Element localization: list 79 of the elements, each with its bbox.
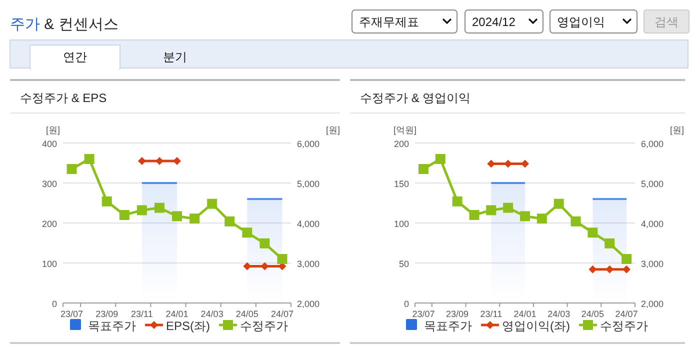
y-tick-label: 400 <box>42 139 57 149</box>
point <box>224 216 235 226</box>
point <box>119 210 130 220</box>
chart-title: 수정주가 & 영업이익 <box>360 91 471 105</box>
y-tick-label: 0 <box>52 299 57 309</box>
x-tick-label: 23/09 <box>96 309 118 319</box>
chart-title: 수정주가 & EPS <box>20 91 107 105</box>
y2-tick-label: 5,000 <box>297 179 320 189</box>
point <box>190 214 200 224</box>
point <box>604 238 615 248</box>
y2-tick-label: 3,000 <box>641 259 664 269</box>
x-tick-label: 23/11 <box>480 309 502 319</box>
point <box>570 216 581 226</box>
point <box>102 196 112 206</box>
x-tick-label: 23/07 <box>412 309 435 319</box>
legend-label: 수정주가 <box>600 319 648 333</box>
point <box>486 205 496 216</box>
y-tick-label: 100 <box>394 219 409 229</box>
text: 2024/12 <box>472 15 516 29</box>
x-tick-label: 23/11 <box>130 309 153 319</box>
point <box>84 154 94 164</box>
point <box>554 198 564 209</box>
point <box>588 228 598 238</box>
y2-axis-title: [원] <box>670 125 684 135</box>
text: 분기 <box>163 50 187 64</box>
y2-tick-label: 2,000 <box>297 299 320 309</box>
text: 검색 <box>654 15 678 29</box>
y-tick-label: 200 <box>42 219 57 229</box>
point <box>622 254 632 264</box>
text: 영업이익 <box>557 15 605 29</box>
legend-label: 수정주가 <box>240 319 288 333</box>
point <box>260 238 270 248</box>
point <box>277 254 288 264</box>
x-tick-label: 24/01 <box>166 309 188 319</box>
y-axis-title: [원] <box>46 125 60 135</box>
y2-tick-label: 3,000 <box>297 259 320 269</box>
y2-tick-label: 2,000 <box>641 299 664 309</box>
y-axis-title: [억원] <box>393 125 417 135</box>
text: 주가 & 컨센서스 <box>10 16 118 33</box>
point <box>207 198 218 209</box>
x-tick-label: 24/05 <box>581 309 604 319</box>
y-tick-label: 50 <box>398 259 409 269</box>
point <box>154 202 164 213</box>
point <box>136 205 147 216</box>
text: 연간 <box>63 50 87 64</box>
point <box>469 210 480 220</box>
y2-tick-label: 5,000 <box>641 179 664 189</box>
legend-label: EPS(좌) <box>166 319 210 333</box>
point <box>418 164 428 174</box>
point <box>536 214 547 224</box>
point <box>242 228 252 238</box>
legend-label: 영업이익(좌) <box>502 319 570 333</box>
x-tick-label: 24/03 <box>548 309 570 319</box>
point <box>520 211 530 222</box>
x-tick-label: 24/07 <box>615 309 638 319</box>
point <box>435 154 446 164</box>
y2-tick-label: 6,000 <box>641 139 664 149</box>
point <box>66 164 77 174</box>
x-tick-label: 23/09 <box>446 309 469 319</box>
point <box>503 202 514 213</box>
x-tick-label: 24/03 <box>200 309 224 319</box>
x-tick-label: 24/07 <box>270 309 294 319</box>
y2-axis-title: [원] <box>326 125 340 135</box>
text: 주재무제표 <box>359 15 419 29</box>
y2-tick-label: 6,000 <box>297 139 320 149</box>
y2-tick-label: 4,000 <box>297 219 320 229</box>
y-tick-label: 200 <box>394 139 409 149</box>
y-tick-label: 0 <box>404 299 409 309</box>
y-tick-label: 100 <box>42 259 57 269</box>
x-tick-label: 24/01 <box>514 309 536 319</box>
y-tick-label: 300 <box>42 179 57 189</box>
point <box>172 211 182 222</box>
y2-tick-label: 4,000 <box>641 219 664 229</box>
point <box>452 196 462 206</box>
legend-label: 목표주가 <box>424 319 472 333</box>
x-tick-label: 24/05 <box>236 309 258 319</box>
legend-label: 목표주가 <box>88 319 136 333</box>
x-tick-label: 23/07 <box>60 309 84 319</box>
y-tick-label: 150 <box>394 179 409 189</box>
